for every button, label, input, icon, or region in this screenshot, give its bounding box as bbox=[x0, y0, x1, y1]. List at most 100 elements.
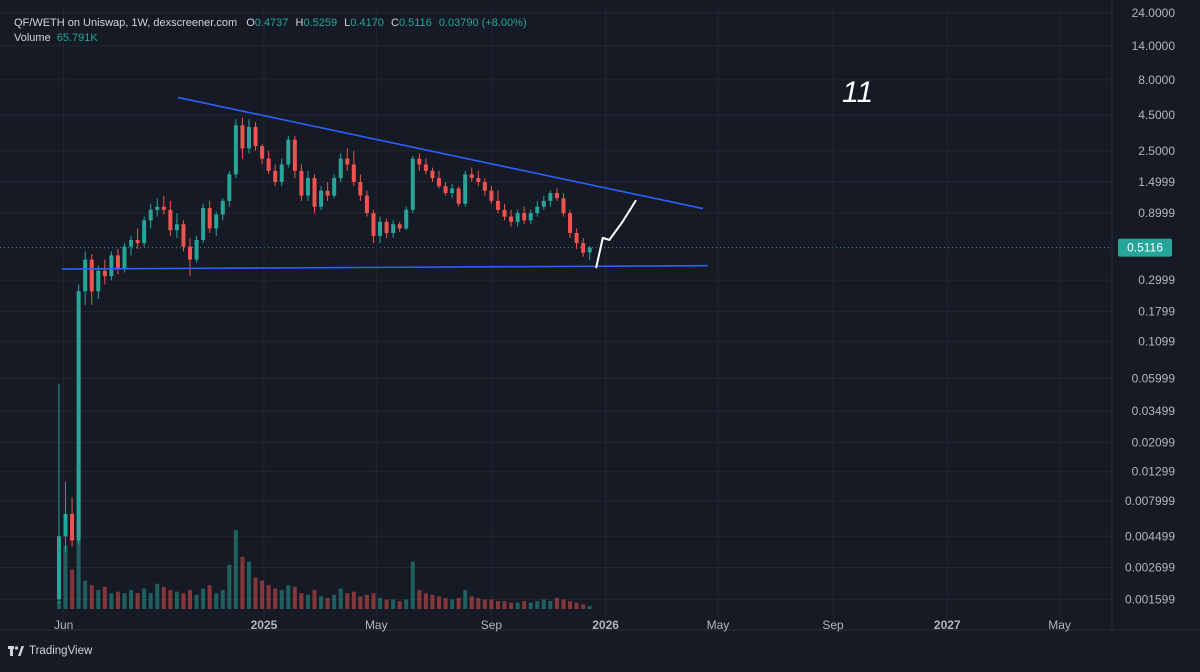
candle-body bbox=[535, 206, 540, 214]
trendlines: 11 bbox=[61, 76, 873, 270]
time-tick-label: May bbox=[707, 618, 730, 632]
volume-bar bbox=[443, 597, 448, 609]
close-label: C bbox=[391, 17, 399, 29]
open-value: 0.4737 bbox=[254, 17, 289, 29]
tradingview-brand[interactable]: TradingView bbox=[8, 645, 92, 657]
volume-bar bbox=[161, 586, 166, 609]
candle-body bbox=[240, 125, 245, 149]
volume-bar bbox=[554, 597, 559, 609]
price-tick-label: 0.8999 bbox=[1138, 206, 1175, 220]
candle-body bbox=[129, 239, 134, 247]
volume-bar bbox=[181, 593, 186, 609]
open-label: O bbox=[246, 17, 255, 29]
volume-bar bbox=[319, 596, 324, 609]
trendline-support bbox=[61, 264, 708, 270]
candle-body bbox=[253, 126, 258, 147]
candle-body bbox=[417, 158, 422, 165]
volume-bar bbox=[63, 545, 68, 609]
close-value: 0.5116 bbox=[398, 17, 432, 29]
volume-bar bbox=[469, 596, 474, 609]
candle-body bbox=[469, 174, 474, 179]
volume-bar bbox=[129, 590, 134, 609]
brand-name: TradingView bbox=[29, 645, 93, 657]
volume-bar bbox=[351, 591, 356, 609]
candle-body bbox=[456, 188, 461, 204]
volume-bar bbox=[188, 590, 193, 609]
candle-body bbox=[260, 146, 265, 159]
candle-body bbox=[194, 239, 199, 260]
candle-body bbox=[568, 213, 573, 233]
volume-bar bbox=[194, 594, 199, 609]
trendline-descending-resistance bbox=[177, 96, 704, 210]
volume-bar bbox=[96, 590, 101, 609]
volume-bar bbox=[535, 601, 540, 609]
price-tick-label: 0.004499 bbox=[1125, 529, 1175, 543]
projection-scribble bbox=[595, 199, 637, 269]
candle-body bbox=[351, 164, 356, 182]
volume-bar bbox=[115, 591, 120, 609]
volume-bar bbox=[122, 593, 127, 609]
candle-body bbox=[574, 232, 579, 244]
volume-bar bbox=[502, 601, 507, 609]
volume-bar bbox=[345, 593, 350, 609]
last-price-badge bbox=[1118, 238, 1172, 257]
volume-bar bbox=[279, 590, 284, 609]
candle-body bbox=[161, 206, 166, 210]
handwritten-annotation: 11 bbox=[842, 76, 873, 109]
volume-bar bbox=[410, 561, 415, 609]
volume-bar bbox=[325, 597, 330, 609]
volume-bar bbox=[430, 594, 435, 609]
price-tick-label: 0.05999 bbox=[1132, 371, 1176, 385]
volume-bar bbox=[338, 588, 343, 609]
candle-body bbox=[115, 255, 120, 270]
tradingview-logo-icon bbox=[8, 646, 24, 656]
candle-body bbox=[122, 246, 127, 270]
volume-bar bbox=[142, 588, 147, 609]
candle-body bbox=[70, 513, 75, 541]
volume-bar bbox=[240, 556, 245, 609]
candle-body bbox=[76, 291, 81, 541]
volume-bar bbox=[423, 593, 428, 609]
candle-body bbox=[246, 126, 251, 149]
candle-body bbox=[397, 224, 402, 229]
candle-body bbox=[495, 200, 500, 210]
candle-body bbox=[96, 270, 101, 292]
price-tick-label: 2.5000 bbox=[1138, 144, 1175, 158]
grid bbox=[0, 0, 1200, 631]
volume-bar bbox=[332, 594, 337, 609]
low-value: 0.4170 bbox=[350, 17, 384, 29]
volume-bar bbox=[155, 583, 160, 609]
candle-body bbox=[227, 174, 232, 201]
volume-bar bbox=[568, 601, 573, 609]
time-tick-label: Sep bbox=[481, 618, 503, 632]
price-axis[interactable]: 24.0000 14.0000 8.0000 4.5000 2.5000 1.4999 0.… bbox=[1118, 6, 1175, 606]
candle-body bbox=[312, 178, 317, 207]
candle-body bbox=[63, 513, 68, 537]
candle-body bbox=[554, 193, 559, 199]
price-tick-label: 0.01299 bbox=[1132, 465, 1176, 479]
volume-bar bbox=[214, 593, 219, 609]
time-tick-label: 2025 bbox=[251, 618, 278, 632]
price-tick-label: 4.5000 bbox=[1138, 108, 1175, 122]
volume-bar bbox=[174, 591, 179, 609]
candle-body bbox=[83, 259, 88, 292]
candle-body bbox=[541, 200, 546, 207]
candle-body bbox=[286, 139, 291, 165]
candle-body bbox=[319, 190, 324, 207]
volume-bar bbox=[253, 577, 258, 609]
candle-body bbox=[338, 158, 343, 179]
candle-body bbox=[561, 198, 566, 214]
candle-body bbox=[410, 158, 415, 210]
candles bbox=[56, 117, 592, 604]
volume-bar bbox=[384, 599, 389, 609]
volume-bar bbox=[541, 599, 546, 609]
chart-legend: QF/WETH on Uniswap, 1W, dexscreener.com … bbox=[14, 16, 527, 46]
price-tick-label: 0.1099 bbox=[1138, 334, 1175, 348]
time-axis[interactable]: Jun 2025 May Sep 2026 May Sep 2027 May bbox=[54, 618, 1071, 632]
candle-body bbox=[292, 139, 297, 171]
candle-body bbox=[522, 213, 527, 221]
candle-body bbox=[358, 181, 363, 196]
candle-body bbox=[155, 206, 160, 210]
